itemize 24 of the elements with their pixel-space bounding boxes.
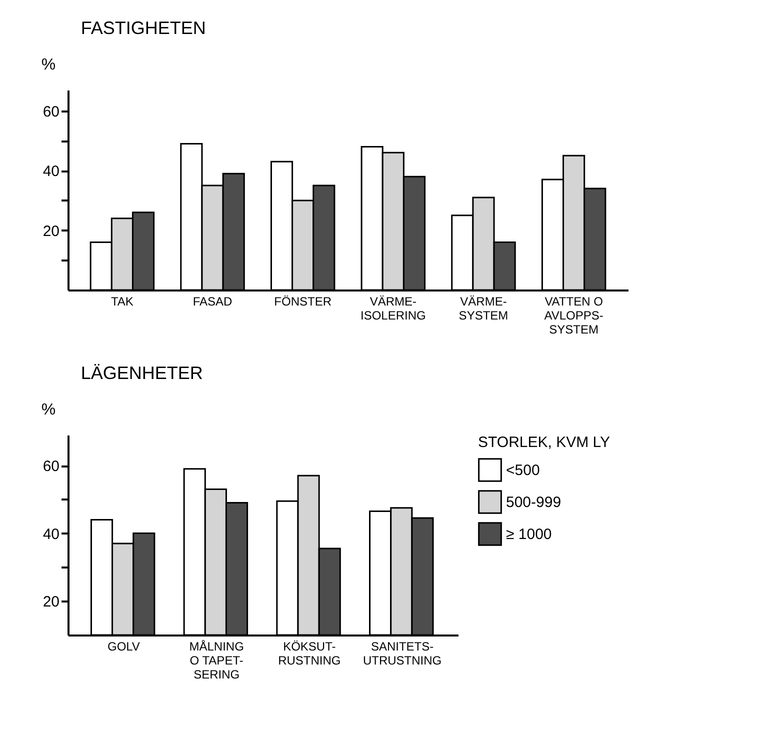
x-tick-label: VATTEN O AVLOPPS- SYSTEM <box>544 294 604 336</box>
x-tick-label: GOLV <box>107 640 140 654</box>
x-tick-label: FÖNSTER <box>274 294 332 308</box>
chart-title: FASTIGHETEN <box>80 18 206 38</box>
legend-label: ≥ 1000 <box>506 526 552 543</box>
x-tick-label: SANITETS- UTRUSTNING <box>362 640 442 668</box>
x-tick-label: MÅLNING O TAPET- SERING <box>189 640 244 682</box>
legend-title: STORLEK, KVM LY <box>478 434 610 451</box>
y-axis-title: % <box>41 402 56 418</box>
x-tick-label: TAK <box>110 294 134 308</box>
x-tick-label: KÖKSUT- RUSTNING <box>278 640 341 668</box>
chart-title: LÄGENHETER <box>80 363 203 383</box>
y-tick-label: 60 <box>42 458 60 476</box>
y-tick-label: 20 <box>42 594 60 611</box>
x-tick-label: VÄRME- SYSTEM <box>458 294 508 322</box>
x-tick-label: FASAD <box>192 294 233 308</box>
y-axis-title: % <box>41 56 56 74</box>
y-tick-label: 40 <box>42 526 60 543</box>
y-tick-label: 60 <box>42 103 60 120</box>
y-tick-label: 40 <box>42 163 60 180</box>
y-tick-label: 20 <box>42 222 60 240</box>
legend-label: <500 <box>506 462 540 479</box>
legend-label: 500-999 <box>506 494 562 511</box>
x-tick-label: VÄRME- ISOLERING <box>360 294 426 322</box>
